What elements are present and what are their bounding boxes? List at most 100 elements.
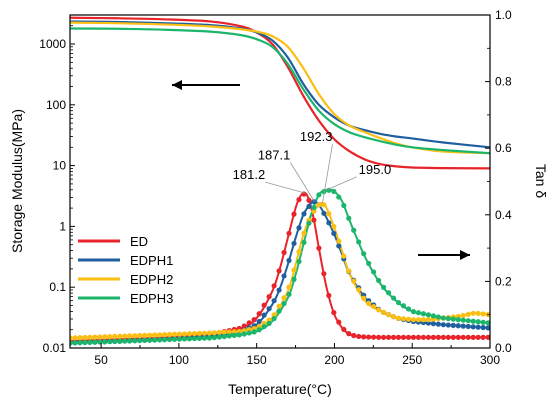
tan-delta-point-edph3: [385, 290, 392, 296]
tan-delta-point-edph2: [331, 223, 337, 230]
tan-delta-point-ed: [276, 268, 282, 274]
tan-delta-point-edph2: [301, 230, 307, 236]
tan-delta-point-edph3: [157, 337, 163, 343]
tan-delta-point-edph2: [181, 331, 188, 337]
tan-delta-point-edph3: [390, 295, 397, 301]
tan-delta-point-edph1: [480, 324, 486, 331]
tan-delta-point-edph3: [321, 189, 327, 195]
tan-delta-point-edph3: [445, 315, 451, 322]
annotation-leader-ed: [265, 181, 306, 194]
y-right-tick-label: 0.2: [495, 274, 512, 288]
x-tick-label: 300: [480, 353, 500, 367]
storage-modulus-line-edph2: [70, 21, 490, 155]
tan-delta-point-edph1: [256, 318, 262, 325]
tan-delta-point-edph3: [475, 319, 481, 325]
tan-delta-point-ed: [271, 283, 277, 289]
axes-group: 50 100 150 200 250 300 0.01 0.1 1 10 100 1000 0.0 0.2…: [39, 8, 512, 367]
tan-delta-point-edph3: [291, 276, 297, 282]
tan-delta-point-edph1: [271, 298, 277, 304]
tan-delta-point-edph2: [291, 267, 297, 273]
tan-delta-point-edph3: [306, 220, 312, 226]
tan-delta-point-ed: [286, 230, 292, 236]
tan-delta-point-edph3: [301, 239, 307, 245]
tan-delta-point-edph3: [77, 340, 83, 346]
tan-delta-point-edph3: [241, 331, 247, 337]
tan-delta-point-edph2: [107, 333, 113, 340]
tan-delta-point-edph2: [206, 330, 212, 336]
tan-delta-point-edph2: [276, 303, 282, 309]
tan-delta-point-edph3: [465, 318, 471, 324]
tan-delta-point-edph3: [395, 299, 402, 306]
tan-delta-point-ed: [455, 334, 461, 340]
tan-delta-point-edph3: [92, 339, 98, 345]
tan-delta-point-edph2: [311, 208, 317, 214]
tan-delta-point-edph3: [181, 336, 188, 342]
tan-delta-point-edph3: [161, 337, 168, 343]
tan-delta-point-edph2: [166, 331, 173, 338]
tan-delta-point-ed: [485, 334, 490, 340]
annotation-label-ed: 181.2: [233, 167, 266, 182]
tan-delta-point-ed: [351, 332, 357, 339]
x-tick-label: 100: [169, 353, 189, 367]
tan-delta-point-edph1: [336, 243, 342, 249]
tan-delta-point-ed: [341, 326, 347, 332]
x-tick-label: 150: [247, 353, 267, 367]
tan-delta-point-ed: [331, 309, 337, 316]
tan-delta-point-edph1: [276, 287, 282, 293]
tan-delta-point-edph2: [221, 329, 227, 335]
tan-delta-point-ed: [241, 323, 247, 329]
legend-label-edph3: EDPH3: [130, 291, 173, 306]
tan-delta-point-edph3: [226, 333, 232, 339]
y-left-tick-label: 0.1: [49, 280, 66, 294]
tan-delta-point-edph1: [326, 220, 332, 226]
tan-delta-point-ed: [246, 320, 252, 326]
tan-delta-point-ed: [450, 334, 456, 340]
tan-delta-point-edph2: [415, 317, 422, 323]
tan-delta-point-ed: [376, 334, 382, 340]
tan-delta-point-edph2: [420, 317, 427, 323]
tan-delta-point-edph1: [266, 306, 272, 312]
tan-delta-point-ed: [445, 334, 451, 340]
tan-delta-point-edph3: [216, 334, 222, 340]
tan-delta-point-edph2: [122, 333, 128, 339]
tan-delta-point-ed: [385, 334, 392, 340]
tan-delta-point-ed: [390, 334, 397, 340]
tan-delta-point-ed: [316, 245, 322, 251]
tan-delta-point-edph2: [381, 309, 387, 316]
tan-delta-point-edph3: [271, 315, 277, 322]
tan-delta-point-edph3: [281, 301, 287, 307]
tan-delta-point-ed: [405, 334, 412, 340]
tan-delta-point-edph3: [122, 338, 128, 344]
tan-delta-point-edph2: [475, 310, 481, 317]
annotation-leader-edph2: [322, 144, 333, 204]
tan-delta-point-edph2: [395, 315, 402, 321]
tan-delta-point-edph3: [366, 260, 372, 267]
tan-delta-point-edph2: [72, 335, 78, 341]
tan-delta-point-edph2: [171, 331, 178, 337]
y-left-tick-label: 100: [46, 98, 66, 112]
tan-delta-point-ed: [415, 334, 422, 340]
tan-delta-point-edph3: [356, 239, 362, 245]
tan-delta-point-edph3: [276, 308, 282, 314]
tan-delta-point-edph2: [152, 332, 158, 338]
y-right-tick-label: 0.0: [495, 341, 512, 355]
tan-delta-point-edph2: [410, 317, 417, 323]
annotation-label-edph3: 195.0: [359, 162, 392, 177]
left-axis-arrow-head: [172, 80, 182, 90]
tan-delta-point-edph2: [281, 295, 287, 301]
tan-delta-point-edph2: [102, 334, 108, 340]
annotations-group: 181.2 187.1 192.3 195.0: [233, 129, 392, 204]
tan-delta-point-edph3: [261, 323, 267, 330]
tan-delta-point-edph1: [430, 321, 436, 327]
storage-modulus-line-ed: [70, 16, 490, 170]
tan-delta-point-ed: [326, 292, 332, 299]
tan-delta-point-edph3: [341, 202, 347, 209]
tan-delta-point-edph3: [455, 317, 461, 323]
tan-delta-point-ed: [346, 331, 352, 337]
tan-delta-point-edph1: [435, 321, 441, 327]
y-right-tick-label: 0.8: [495, 75, 512, 89]
tan-delta-point-edph1: [306, 203, 312, 210]
tan-delta-point-edph3: [440, 315, 446, 321]
tan-delta-point-ed: [435, 334, 441, 340]
